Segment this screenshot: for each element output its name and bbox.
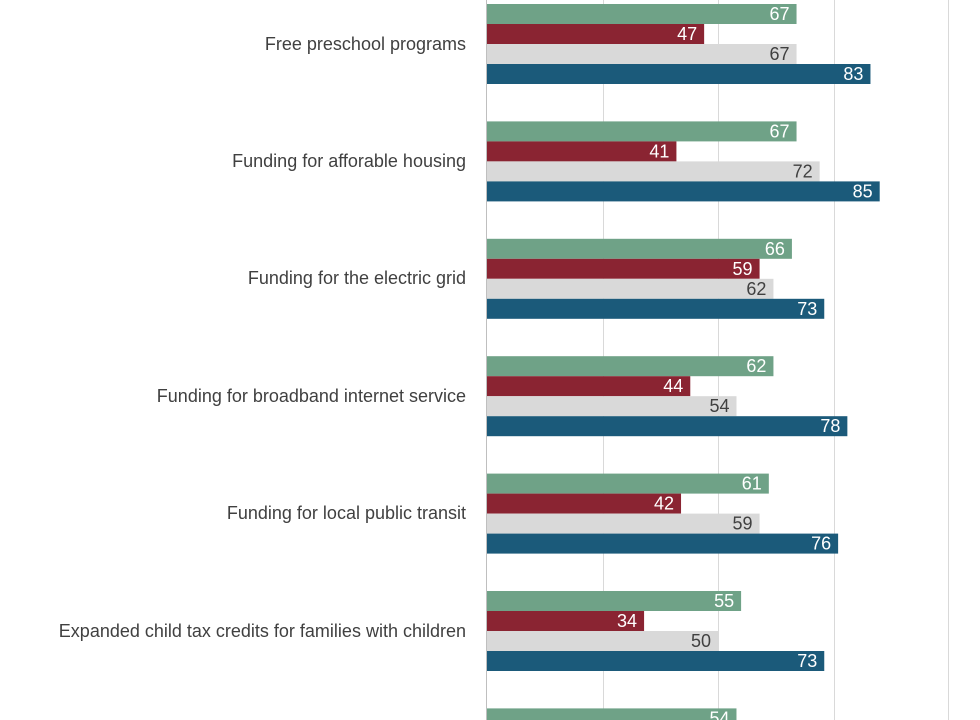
- category-label: Free preschool programs: [264, 33, 466, 54]
- bar: [487, 161, 820, 182]
- data-label: 72: [793, 161, 813, 181]
- data-label: 73: [797, 299, 817, 319]
- data-label: 76: [811, 534, 831, 554]
- bar: [487, 278, 774, 299]
- bar: [487, 44, 797, 64]
- bar: [487, 396, 737, 417]
- data-label: 67: [770, 121, 790, 141]
- bar: [487, 4, 797, 24]
- category-label: Funding for broadband internet service: [156, 385, 466, 406]
- data-label: 47: [677, 24, 697, 44]
- data-label: 34: [617, 611, 637, 631]
- data-label: 54: [709, 396, 729, 416]
- bar: [487, 513, 760, 534]
- data-label: 59: [733, 259, 753, 279]
- chart-frame: Free preschool programs Funding for affor…: [58, 0, 949, 720]
- bar: [487, 651, 825, 671]
- bar: [487, 356, 774, 377]
- data-label: 50: [691, 631, 711, 651]
- data-label: 55: [714, 591, 734, 611]
- bar: [487, 416, 848, 437]
- category-label: Expanded child tax credits for families …: [58, 620, 466, 641]
- bar: [487, 24, 705, 44]
- data-label: 73: [797, 651, 817, 671]
- data-label: 66: [765, 239, 785, 259]
- data-label: 54: [709, 708, 729, 720]
- bar: [487, 631, 718, 651]
- category-label: Funding for the electric grid: [247, 268, 466, 289]
- data-label: 61: [742, 474, 762, 494]
- bar: [487, 591, 742, 611]
- data-label: 59: [733, 514, 753, 534]
- data-label: 62: [746, 356, 766, 376]
- data-label: 67: [770, 44, 790, 64]
- bar: [487, 238, 792, 259]
- bar: [487, 611, 645, 631]
- data-label: 41: [649, 141, 669, 161]
- bar: [487, 493, 682, 514]
- data-label: 44: [663, 376, 683, 396]
- data-label: 85: [853, 181, 873, 201]
- bar: [487, 141, 677, 162]
- data-label: 78: [820, 416, 840, 436]
- bar-chart: 6747678367417285665962736244547861425976…: [486, 0, 880, 720]
- data-label: 62: [746, 279, 766, 299]
- category-label: Funding for local public transit: [226, 503, 466, 524]
- bar: [487, 64, 871, 84]
- data-label: 67: [770, 4, 790, 24]
- category-label: Funding for afforable housing: [232, 150, 466, 171]
- bar: [487, 376, 691, 397]
- data-label: 83: [843, 64, 863, 84]
- bar: [487, 533, 839, 554]
- data-label: 42: [654, 494, 674, 514]
- bar: [487, 708, 737, 720]
- bar: [487, 258, 760, 279]
- bar: [487, 181, 880, 202]
- bar: [487, 121, 797, 142]
- bar: [487, 473, 769, 494]
- bar: [487, 298, 825, 319]
